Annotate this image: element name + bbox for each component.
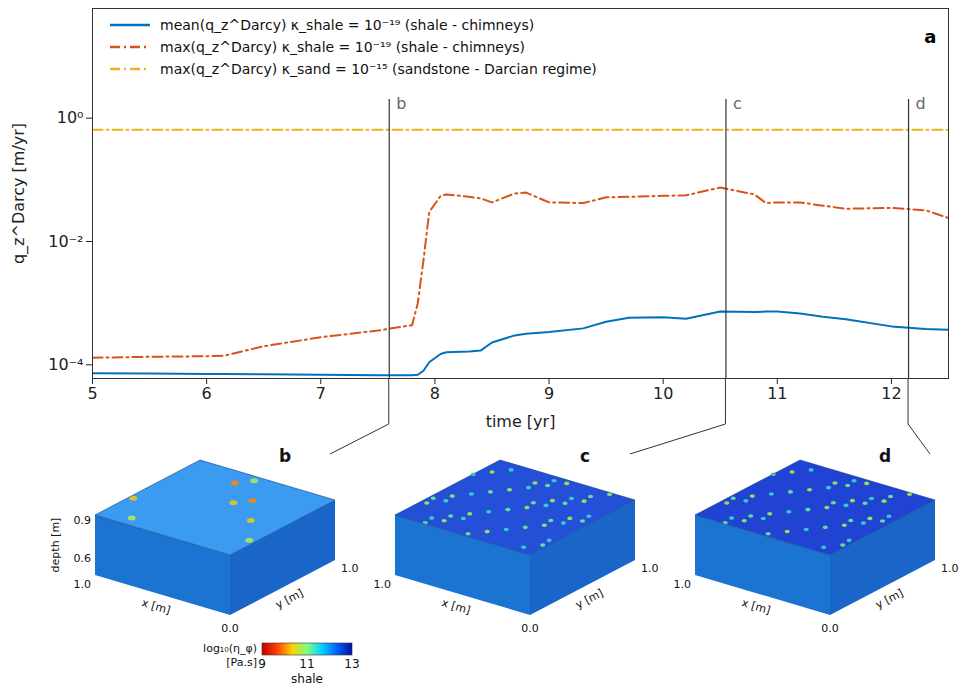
svg-text:1.0: 1.0 <box>341 562 359 575</box>
svg-text:y [m]: y [m] <box>273 586 305 611</box>
html-text:max(q_z^Darcy) κ_shale = 10⁻¹⁹: max(q_z^Darcy) κ_shale = 10⁻¹⁹ (shale - … <box>160 39 525 55</box>
svg-text:9: 9 <box>544 384 554 403</box>
svg-text:x [m]: x [m] <box>140 596 172 617</box>
svg-text:8: 8 <box>430 384 440 403</box>
svg-text:11: 11 <box>767 384 787 403</box>
svg-text:a: a <box>924 26 936 47</box>
svg-text:1.0: 1.0 <box>374 578 392 591</box>
svg-text:b: b <box>396 94 406 113</box>
svg-text:5: 5 <box>87 384 97 403</box>
svg-text:12: 12 <box>881 384 901 403</box>
svg-text:shale: shale <box>291 672 323 686</box>
svg-text:[Pa.s]: [Pa.s] <box>226 656 257 669</box>
svg-text:q_z^Darcy [m/yr]: q_z^Darcy [m/yr] <box>9 123 29 264</box>
svg-text:10: 10 <box>653 384 673 403</box>
svg-text:d: d <box>916 94 926 113</box>
svg-text:1.0: 1.0 <box>941 562 959 575</box>
svg-text:0.9: 0.9 <box>74 514 92 527</box>
svg-text:time [yr]: time [yr] <box>486 412 556 431</box>
svg-text:1.0: 1.0 <box>674 578 692 591</box>
svg-text:1.0: 1.0 <box>74 578 92 591</box>
svg-text:y [m]: y [m] <box>573 586 605 611</box>
svg-text:11: 11 <box>299 657 314 671</box>
svg-text:x [m]: x [m] <box>440 596 472 617</box>
svg-text:9: 9 <box>258 657 266 671</box>
svg-text:d: d <box>879 446 891 466</box>
svg-text:c: c <box>580 446 590 466</box>
svg-text:0.0: 0.0 <box>221 622 239 635</box>
svg-text:x [m]: x [m] <box>740 596 772 617</box>
svg-text:log₁₀(η_φ): log₁₀(η_φ) <box>203 642 257 655</box>
svg-text:b: b <box>279 446 291 466</box>
html-text:max(q_z^Darcy) κ_sand = 10⁻¹⁵: max(q_z^Darcy) κ_sand = 10⁻¹⁵ (sandstone… <box>160 61 597 77</box>
html-text:mean(q_z^Darcy) κ_shale = 10⁻¹: mean(q_z^Darcy) κ_shale = 10⁻¹⁹ (shale -… <box>160 17 535 33</box>
svg-text:depth [m]: depth [m] <box>49 518 62 573</box>
svg-text:1.0: 1.0 <box>641 562 659 575</box>
svg-text:0.6: 0.6 <box>74 552 92 565</box>
svg-text:c: c <box>733 94 742 113</box>
svg-text:y [m]: y [m] <box>873 586 905 611</box>
svg-text:0.0: 0.0 <box>821 622 839 635</box>
svg-text:7: 7 <box>316 384 326 403</box>
svg-text:6: 6 <box>202 384 212 403</box>
svg-text:0.0: 0.0 <box>521 622 539 635</box>
svg-text:13: 13 <box>344 657 359 671</box>
svg-text:10⁻²: 10⁻² <box>48 232 83 251</box>
svg-text:10⁻⁴: 10⁻⁴ <box>48 355 83 374</box>
svg-text:10⁰: 10⁰ <box>57 108 84 127</box>
